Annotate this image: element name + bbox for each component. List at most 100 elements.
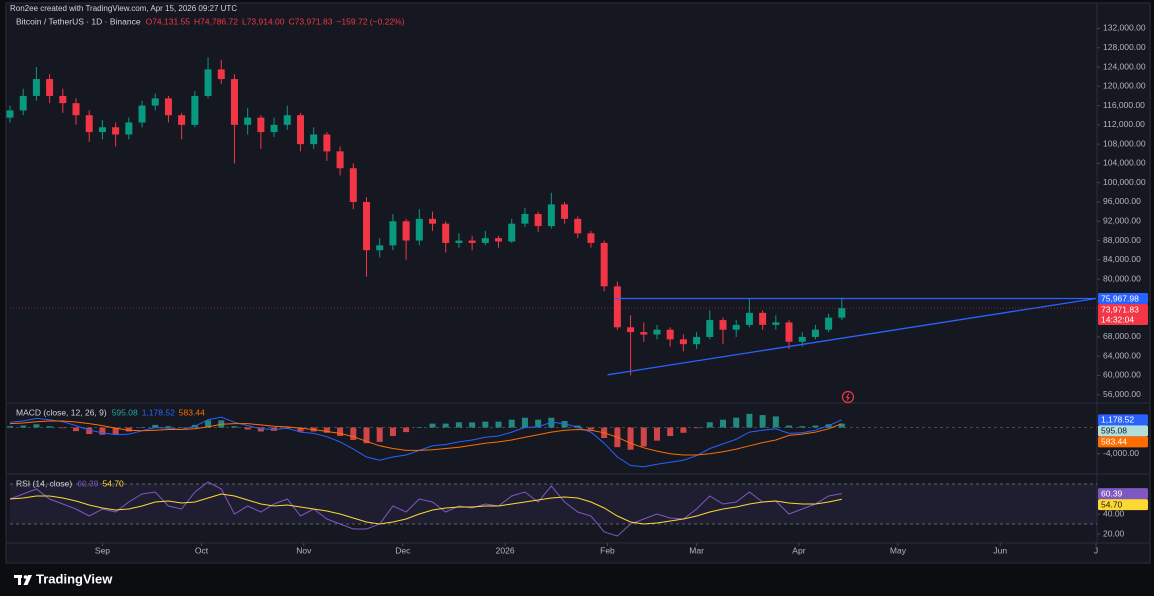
macd-histogram-bar (667, 427, 674, 437)
axis-value-label: 595.08 (1101, 426, 1127, 436)
macd-histogram-bar (693, 427, 700, 429)
price-label: 75,967.98 (1101, 293, 1139, 303)
candle-body (600, 242, 608, 287)
macd-histogram-bar (429, 423, 436, 428)
macd-histogram-bar (139, 427, 146, 429)
y-tick-label: 92,000.00 (1103, 216, 1141, 226)
y-tick-label: 120,000.00 (1103, 81, 1146, 91)
y-tick-label: 80,000.00 (1103, 273, 1141, 283)
candle-body (164, 98, 172, 116)
x-tick-label: Dec (395, 545, 411, 555)
macd-histogram-bar (653, 427, 660, 441)
macd-histogram-bar (33, 424, 40, 428)
legend-text: 595.08 (112, 407, 138, 417)
y-tick-label: 108,000.00 (1103, 138, 1146, 148)
candle-body (46, 79, 54, 96)
y-tick-label: 64,000.00 (1103, 350, 1141, 360)
macd-histogram-bar (363, 427, 370, 444)
candle-body (838, 308, 846, 318)
macd-histogram-bar (244, 427, 251, 430)
candle-body (706, 320, 714, 337)
macd-histogram-bar (59, 427, 66, 429)
macd-histogram-bar (587, 427, 594, 430)
candle-body (613, 286, 621, 328)
candle-body (270, 124, 278, 133)
y-tick-label: 60,000.00 (1103, 370, 1141, 380)
macd-histogram-bar (812, 425, 819, 428)
candle-body (811, 329, 819, 337)
macd-histogram-bar (838, 423, 845, 428)
candle-body (296, 115, 304, 145)
y-tick-label: 96,000.00 (1103, 196, 1141, 206)
candle-body (178, 115, 186, 125)
y-tick-label: 128,000.00 (1103, 42, 1146, 52)
rsi-line (9, 481, 842, 537)
macd-histogram-bar (112, 427, 119, 435)
candle-body (508, 223, 516, 242)
candle-body (72, 103, 80, 116)
y-tick-label: 132,000.00 (1103, 23, 1146, 33)
candle-body (19, 95, 27, 111)
macd-histogram-bar (746, 413, 753, 428)
x-tick-label: Jun (993, 545, 1007, 555)
macd-histogram-bar (20, 425, 27, 428)
candle-body (138, 105, 146, 123)
candle-body (415, 218, 423, 241)
candle-body (310, 134, 318, 145)
candle-body (825, 317, 833, 330)
macd-histogram-bar (706, 422, 713, 428)
candle-body (666, 329, 674, 340)
candle-body (534, 214, 542, 227)
y-tick-label: 104,000.00 (1103, 158, 1146, 168)
candle-body (798, 336, 806, 342)
macd-histogram-bar (759, 415, 766, 428)
candle-body (151, 98, 159, 106)
candle-body (112, 127, 120, 135)
macd-histogram-bar (231, 426, 238, 428)
candle-body (323, 134, 331, 152)
price-label-box (1098, 293, 1148, 305)
macd-histogram-bar (403, 427, 410, 433)
candle-body (349, 168, 357, 202)
x-tick-label: 2026 (496, 545, 515, 555)
candle-body (257, 117, 265, 133)
candle-body (495, 238, 503, 242)
candle-body (429, 218, 437, 224)
ma-line (9, 493, 842, 525)
candle-body (745, 312, 753, 325)
axis-value-box (1098, 425, 1148, 437)
x-tick-label: Oct (195, 545, 209, 555)
candle-body (561, 204, 569, 219)
macd-histogram-bar (455, 422, 462, 428)
candle-body (191, 95, 199, 125)
y-tick-label: 88,000.00 (1103, 235, 1141, 245)
candle-body (468, 240, 476, 243)
legend-text: L73,914.00 (242, 16, 285, 26)
y-tick-label: 124,000.00 (1103, 61, 1146, 71)
macd-histogram-bar (733, 417, 740, 428)
macd-histogram-bar (442, 423, 449, 428)
y-tick-label: 56,000.00 (1103, 389, 1141, 399)
macd-histogram-bar (495, 421, 502, 428)
candle-body (204, 69, 212, 96)
trendline (607, 297, 1097, 376)
candle-body (230, 79, 238, 125)
candle-body (455, 240, 463, 243)
x-tick-label: May (890, 545, 907, 555)
macd-histogram-bar (640, 427, 647, 447)
macd-histogram-bar (205, 420, 212, 428)
macd-histogram-bar (389, 427, 396, 437)
axis-value-label: 60.39 (1101, 488, 1123, 498)
macd-histogram-bar (350, 427, 357, 440)
macd-histogram-bar (574, 425, 581, 428)
axis-value-box (1098, 436, 1148, 448)
legend-text: H74,786.72 (194, 16, 238, 26)
macd-histogram-bar (73, 427, 80, 432)
macd-histogram-bar (99, 427, 106, 435)
candle-body (217, 69, 225, 80)
axis-value-box (1098, 488, 1148, 500)
rsi-band (10, 484, 1097, 524)
y-tick-label: 68,000.00 (1103, 331, 1141, 341)
macd-histogram-bar (86, 427, 93, 435)
candle-body (521, 214, 529, 224)
